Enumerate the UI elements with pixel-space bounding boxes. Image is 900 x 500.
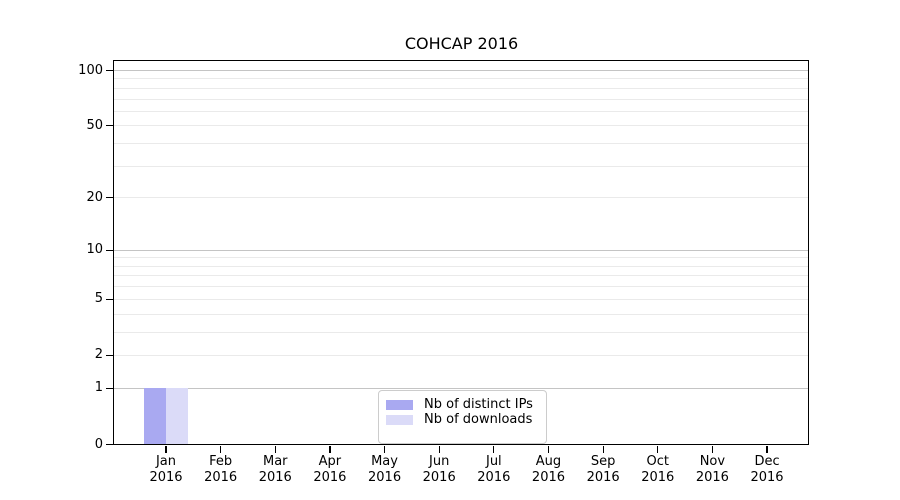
legend-item: Nb of downloads (379, 411, 546, 428)
x-axis-tick (329, 446, 331, 453)
x-axis-tick (493, 446, 495, 453)
y-axis-tick-label: 100 (78, 62, 103, 78)
x-axis-tick (711, 446, 713, 453)
y-axis-tick (106, 197, 113, 199)
x-axis-tick-label: May 2016 (368, 454, 402, 485)
x-axis-tick (766, 446, 768, 453)
gridline-major (114, 387, 808, 389)
x-axis-tick (220, 446, 222, 453)
gridline-minor (114, 125, 808, 127)
y-axis-tick-label: 1 (94, 380, 103, 396)
y-axis-tick (106, 125, 113, 127)
x-axis-tick-label: Nov 2016 (695, 454, 729, 485)
legend-item-label: Nb of downloads (424, 411, 533, 427)
x-axis-tick-label: Jun 2016 (422, 454, 456, 485)
gridline-minor (114, 143, 808, 145)
y-axis-tick (106, 387, 113, 389)
gridline-minor (114, 354, 808, 356)
gridline-minor (114, 331, 808, 333)
bar-downloads (165, 387, 188, 444)
gridline-minor (114, 275, 808, 277)
x-axis-tick-label: Sep 2016 (586, 454, 620, 485)
legend-item: Nb of distinct IPs (379, 398, 546, 413)
x-axis-tick-label: Dec 2016 (750, 454, 784, 485)
legend: Nb of distinct IPs Nb of downloads (378, 390, 547, 444)
x-axis-tick-label: Jan 2016 (149, 454, 183, 485)
x-axis-tick-label: Mar 2016 (258, 454, 292, 485)
x-axis-tick-label: Apr 2016 (313, 454, 347, 485)
gridline-major (114, 70, 808, 71)
y-axis-tick-label: 50 (86, 117, 103, 133)
y-axis-tick-label: 5 (94, 291, 103, 307)
x-axis-tick (438, 446, 440, 453)
y-axis-tick (106, 443, 113, 446)
gridline-minor (114, 87, 808, 89)
legend-item-label: Nb of distinct IPs (424, 397, 533, 413)
legend-swatch (386, 400, 413, 411)
gridline-minor (114, 257, 808, 259)
x-axis-tick (657, 446, 659, 453)
x-axis-tick (165, 446, 167, 453)
x-axis-tick-label: Jul 2016 (477, 454, 511, 485)
gridline-minor (114, 286, 808, 288)
gridline-minor (114, 165, 808, 167)
y-axis-tick-label: 2 (94, 347, 103, 363)
legend-swatch (386, 414, 413, 425)
gridline-minor (114, 197, 808, 199)
gridline-minor (114, 78, 808, 80)
y-axis-tick-label: 20 (86, 189, 103, 205)
gridline-major (114, 249, 808, 251)
y-axis-tick (106, 354, 113, 357)
x-axis-tick (383, 446, 386, 453)
y-axis-tick (106, 69, 113, 72)
x-axis-tick-label: Feb 2016 (204, 454, 238, 485)
gridline-minor (114, 313, 808, 315)
gridline-minor (114, 98, 808, 100)
y-axis-tick (106, 249, 113, 251)
gridline-minor (114, 110, 808, 112)
chart-title: COHCAP 2016 (404, 34, 519, 53)
y-axis-tick (106, 298, 113, 300)
x-axis-tick (547, 446, 550, 453)
x-axis-tick (274, 446, 276, 453)
gridline-minor (114, 298, 808, 300)
y-axis-tick-label: 10 (86, 242, 103, 258)
x-axis-tick (602, 446, 604, 453)
y-axis-tick-label: 0 (94, 436, 103, 452)
gridline-minor (114, 265, 808, 267)
x-axis-tick-label: Oct 2016 (641, 454, 675, 485)
bar-distinct-ips (143, 387, 166, 444)
plot-area (113, 60, 809, 445)
x-axis-tick-label: Aug 2016 (531, 454, 566, 485)
